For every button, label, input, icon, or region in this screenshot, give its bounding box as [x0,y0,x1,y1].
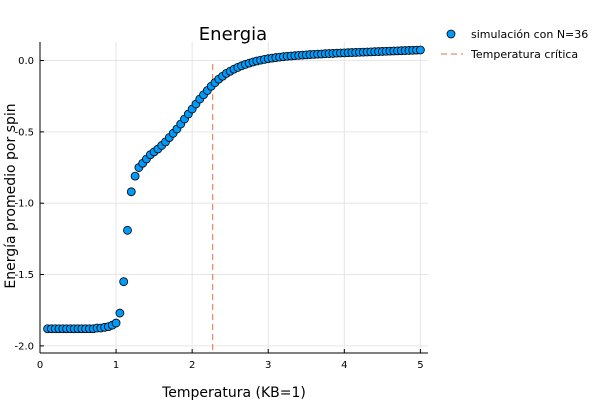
axes [39,42,428,354]
x-tick-label: 3 [265,360,271,371]
y-ticks: 0.0 -0.5 -1.0 -1.5 -2.0 [14,56,44,352]
y-tick-label: -2.0 [14,341,34,352]
y-tick-label: 0.0 [18,56,34,67]
legend-label-critical: Temperatura crítica [470,48,578,61]
data-point [123,225,132,235]
data-point [111,318,121,328]
data-point [119,277,129,287]
x-tick-label: 4 [341,360,347,371]
legend: simulación con N=36 Temperatura crítica [441,28,588,61]
x-axis-title: Temperatura (KB=1) [161,385,306,400]
x-tick-label: 5 [417,360,423,371]
chart-title: Energia [199,24,267,45]
data-point [130,171,140,181]
data-point [126,187,136,197]
data-point [115,308,125,318]
y-tick-label: -1.0 [14,199,34,210]
legend-label-simulation: simulación con N=36 [471,28,588,41]
data-point [415,45,425,55]
simulation-points [43,45,425,334]
grid [39,42,428,353]
x-tick-label: 1 [113,360,119,371]
x-tick-label: 2 [189,360,195,371]
y-tick-label: -1.5 [14,270,34,281]
legend-marker-simulation [446,29,456,39]
y-axis-title: Energía promedio por spin [3,103,19,288]
x-ticks: 0 1 2 3 4 5 [37,349,424,371]
y-tick-label: -0.5 [14,127,34,138]
x-tick-label: 0 [37,360,43,371]
